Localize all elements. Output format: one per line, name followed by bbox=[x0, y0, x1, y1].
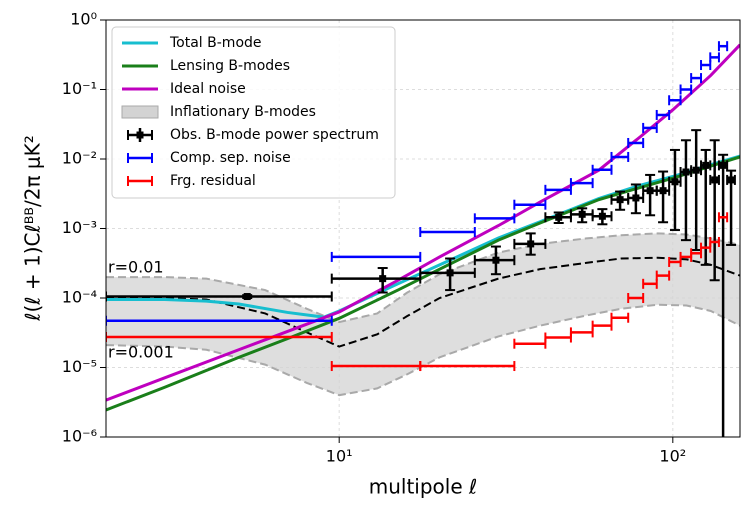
point bbox=[711, 176, 719, 184]
legend-swatch bbox=[136, 131, 144, 139]
y-tick-label: 10⁻¹ bbox=[62, 79, 97, 98]
legend-label: Lensing B-modes bbox=[170, 58, 290, 74]
point bbox=[578, 210, 586, 218]
point bbox=[616, 196, 624, 204]
band-lower bbox=[106, 303, 740, 397]
legend-swatch bbox=[121, 105, 159, 119]
point bbox=[671, 178, 679, 186]
legend-label: Comp. sep. noise bbox=[170, 150, 291, 166]
y-tick-label: 10⁻⁶ bbox=[62, 427, 97, 446]
point bbox=[492, 256, 500, 264]
overlay: 10¹ 10² 10⁻⁶ 10⁻⁵ 10⁻⁴ 10⁻³ 10⁻² 10⁻¹ 10⁰ Total B… bbox=[62, 10, 741, 466]
y-axis-label: ℓ(ℓ + 1)Cℓᴮᴮ/2π μK² bbox=[21, 135, 45, 322]
legend-label: Frg. residual bbox=[170, 173, 256, 189]
point bbox=[719, 161, 727, 169]
point bbox=[646, 187, 654, 195]
inflation-line bbox=[106, 256, 740, 348]
legend-label: Ideal noise bbox=[170, 81, 246, 97]
point bbox=[555, 213, 563, 221]
legend-box bbox=[111, 26, 396, 199]
y-tick-label: 10⁻³ bbox=[62, 218, 97, 237]
point bbox=[659, 187, 667, 195]
plot-area bbox=[106, 20, 740, 437]
x-axis-label: multipole ℓ bbox=[369, 475, 478, 499]
point bbox=[632, 194, 640, 202]
band-area bbox=[106, 233, 740, 396]
point bbox=[243, 293, 251, 301]
point bbox=[379, 275, 387, 283]
x-tick-label: 10¹ bbox=[326, 447, 353, 466]
y-tick-label: 10⁰ bbox=[70, 10, 97, 29]
y-tick-label: 10⁻⁵ bbox=[62, 357, 97, 376]
line bbox=[106, 155, 740, 412]
point bbox=[598, 212, 606, 220]
legend-label: Obs. B-mode power spectrum bbox=[170, 127, 379, 143]
y-tick-label: 10⁻⁴ bbox=[62, 288, 97, 307]
x-tick-label: 10² bbox=[659, 447, 686, 466]
point bbox=[727, 176, 735, 184]
annotation: r=0.01 bbox=[108, 258, 164, 277]
y-tick-label: 10⁻² bbox=[62, 149, 97, 168]
point bbox=[446, 269, 454, 277]
point bbox=[702, 161, 710, 169]
band-upper bbox=[106, 232, 740, 324]
line bbox=[106, 154, 740, 319]
legend-label: Inflationary B-modes bbox=[170, 104, 316, 120]
legend-label: Total B-mode bbox=[169, 35, 262, 51]
point bbox=[692, 166, 700, 174]
point bbox=[527, 240, 535, 248]
annotation: r=0.001 bbox=[108, 343, 174, 362]
point bbox=[682, 168, 690, 176]
